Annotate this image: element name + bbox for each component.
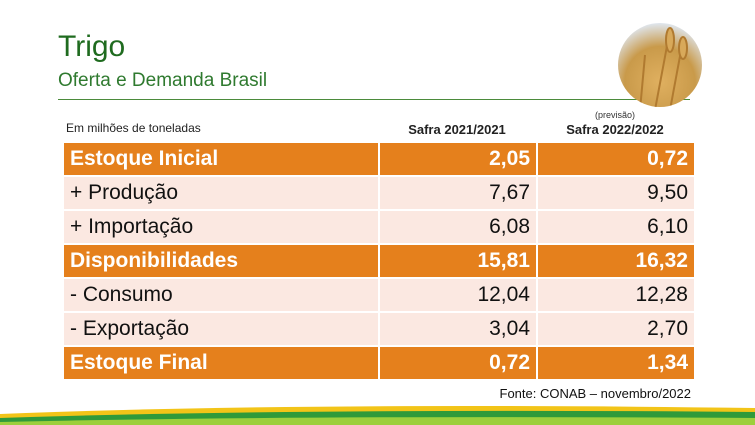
table-row: + Produção 7,67 9,50 [62,175,696,211]
cell-value: 0,72 [378,345,538,381]
table-row: Estoque Final 0,72 1,34 [62,345,696,381]
cell-value: 15,81 [378,243,538,279]
cell-value: 9,50 [536,175,696,211]
title: Trigo [58,30,126,63]
row-label: - Consumo [62,277,380,313]
cell-value: 16,32 [536,243,696,279]
table-row: + Importação 6,08 6,10 [62,209,696,245]
supply-table: Estoque Inicial 2,05 0,72 + Produção 7,67 9,5… [62,141,696,381]
cell-value: 7,67 [378,175,538,211]
cell-value: 2,70 [536,311,696,347]
cell-value: 12,28 [536,277,696,313]
cell-value: 12,04 [378,277,538,313]
divider [58,99,690,100]
cell-value: 6,10 [536,209,696,245]
subtitle: Oferta e Demanda Brasil [58,70,268,91]
table-row: - Exportação 3,04 2,70 [62,311,696,347]
cell-value: 3,04 [378,311,538,347]
row-label: + Produção [62,175,380,211]
row-label: + Importação [62,209,380,245]
source: Fonte: CONAB – novembro/2022 [499,386,692,401]
unit-note: Em milhões de toneladas [66,121,201,135]
cell-value: 1,34 [536,345,696,381]
row-label: Estoque Final [62,345,380,381]
column-note: (previsão) [594,110,635,120]
column-header: Safra 2022/2022 [566,122,664,137]
cell-value: 2,05 [378,141,538,177]
row-label: Estoque Inicial [62,141,380,177]
table-row: Estoque Inicial 2,05 0,72 [62,141,696,177]
wheat-photo [618,23,702,107]
column-header: Safra 2021/2021 [408,122,506,137]
footer-band [0,406,755,425]
cell-value: 0,72 [536,141,696,177]
cell-value: 6,08 [378,209,538,245]
table-row: - Consumo 12,04 12,28 [62,277,696,313]
row-label: Disponibilidades [62,243,380,279]
row-label: - Exportação [62,311,380,347]
table-row: Disponibilidades 15,81 16,32 [62,243,696,279]
